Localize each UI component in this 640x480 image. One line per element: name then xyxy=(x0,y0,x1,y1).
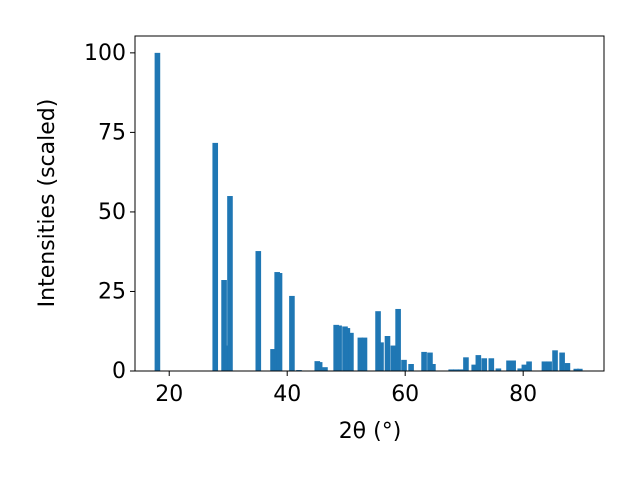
bar xyxy=(227,196,233,371)
bar xyxy=(448,369,455,371)
bar xyxy=(408,364,414,371)
plot-frame xyxy=(134,35,605,372)
bar xyxy=(395,308,401,371)
bar xyxy=(270,349,276,371)
y-tick-label: 25 xyxy=(98,279,126,304)
bar xyxy=(559,352,565,371)
y-tick-label: 100 xyxy=(84,41,126,66)
bar xyxy=(221,280,227,371)
bar xyxy=(471,364,478,371)
x-tick-label: 80 xyxy=(509,382,537,407)
bar xyxy=(255,251,262,371)
bar xyxy=(453,369,459,371)
x-tick-label: 40 xyxy=(273,382,301,407)
bar xyxy=(322,367,328,371)
bar xyxy=(457,369,464,371)
bar xyxy=(573,368,580,371)
bar xyxy=(378,342,384,371)
bar xyxy=(521,364,528,371)
y-tick-label: 75 xyxy=(98,120,126,145)
bar xyxy=(564,363,571,371)
x-tick-label: 20 xyxy=(155,382,183,407)
bar xyxy=(517,368,524,371)
bar xyxy=(375,311,381,371)
bar xyxy=(506,360,512,371)
bar xyxy=(463,357,469,371)
bar xyxy=(430,364,436,371)
bar xyxy=(154,52,161,371)
bar xyxy=(526,361,532,371)
bar xyxy=(384,336,391,371)
bar xyxy=(289,295,295,371)
bar xyxy=(336,325,342,371)
bar xyxy=(348,332,354,371)
x-axis-label: 2θ (°) xyxy=(339,419,402,444)
bar xyxy=(224,345,230,371)
bar xyxy=(510,360,516,371)
bar xyxy=(212,142,219,371)
bar xyxy=(401,359,407,371)
bar xyxy=(552,350,558,371)
bar xyxy=(577,368,583,371)
bar xyxy=(344,328,351,371)
bar xyxy=(333,324,339,371)
y-axis-label: Intensities (scaled) xyxy=(35,99,60,308)
bar xyxy=(495,368,502,371)
x-tick-label: 60 xyxy=(391,382,419,407)
y-tick-label: 0 xyxy=(112,359,126,384)
bar xyxy=(390,345,397,371)
bar xyxy=(481,358,488,371)
bar xyxy=(316,362,323,371)
bar xyxy=(427,352,433,371)
bar xyxy=(421,351,427,371)
bar xyxy=(541,361,548,371)
bar xyxy=(276,273,283,371)
bar xyxy=(488,358,495,371)
y-tick-label: 50 xyxy=(98,200,126,225)
bar xyxy=(475,355,482,371)
bar xyxy=(357,337,364,371)
bar xyxy=(361,337,368,371)
bar xyxy=(546,361,552,371)
